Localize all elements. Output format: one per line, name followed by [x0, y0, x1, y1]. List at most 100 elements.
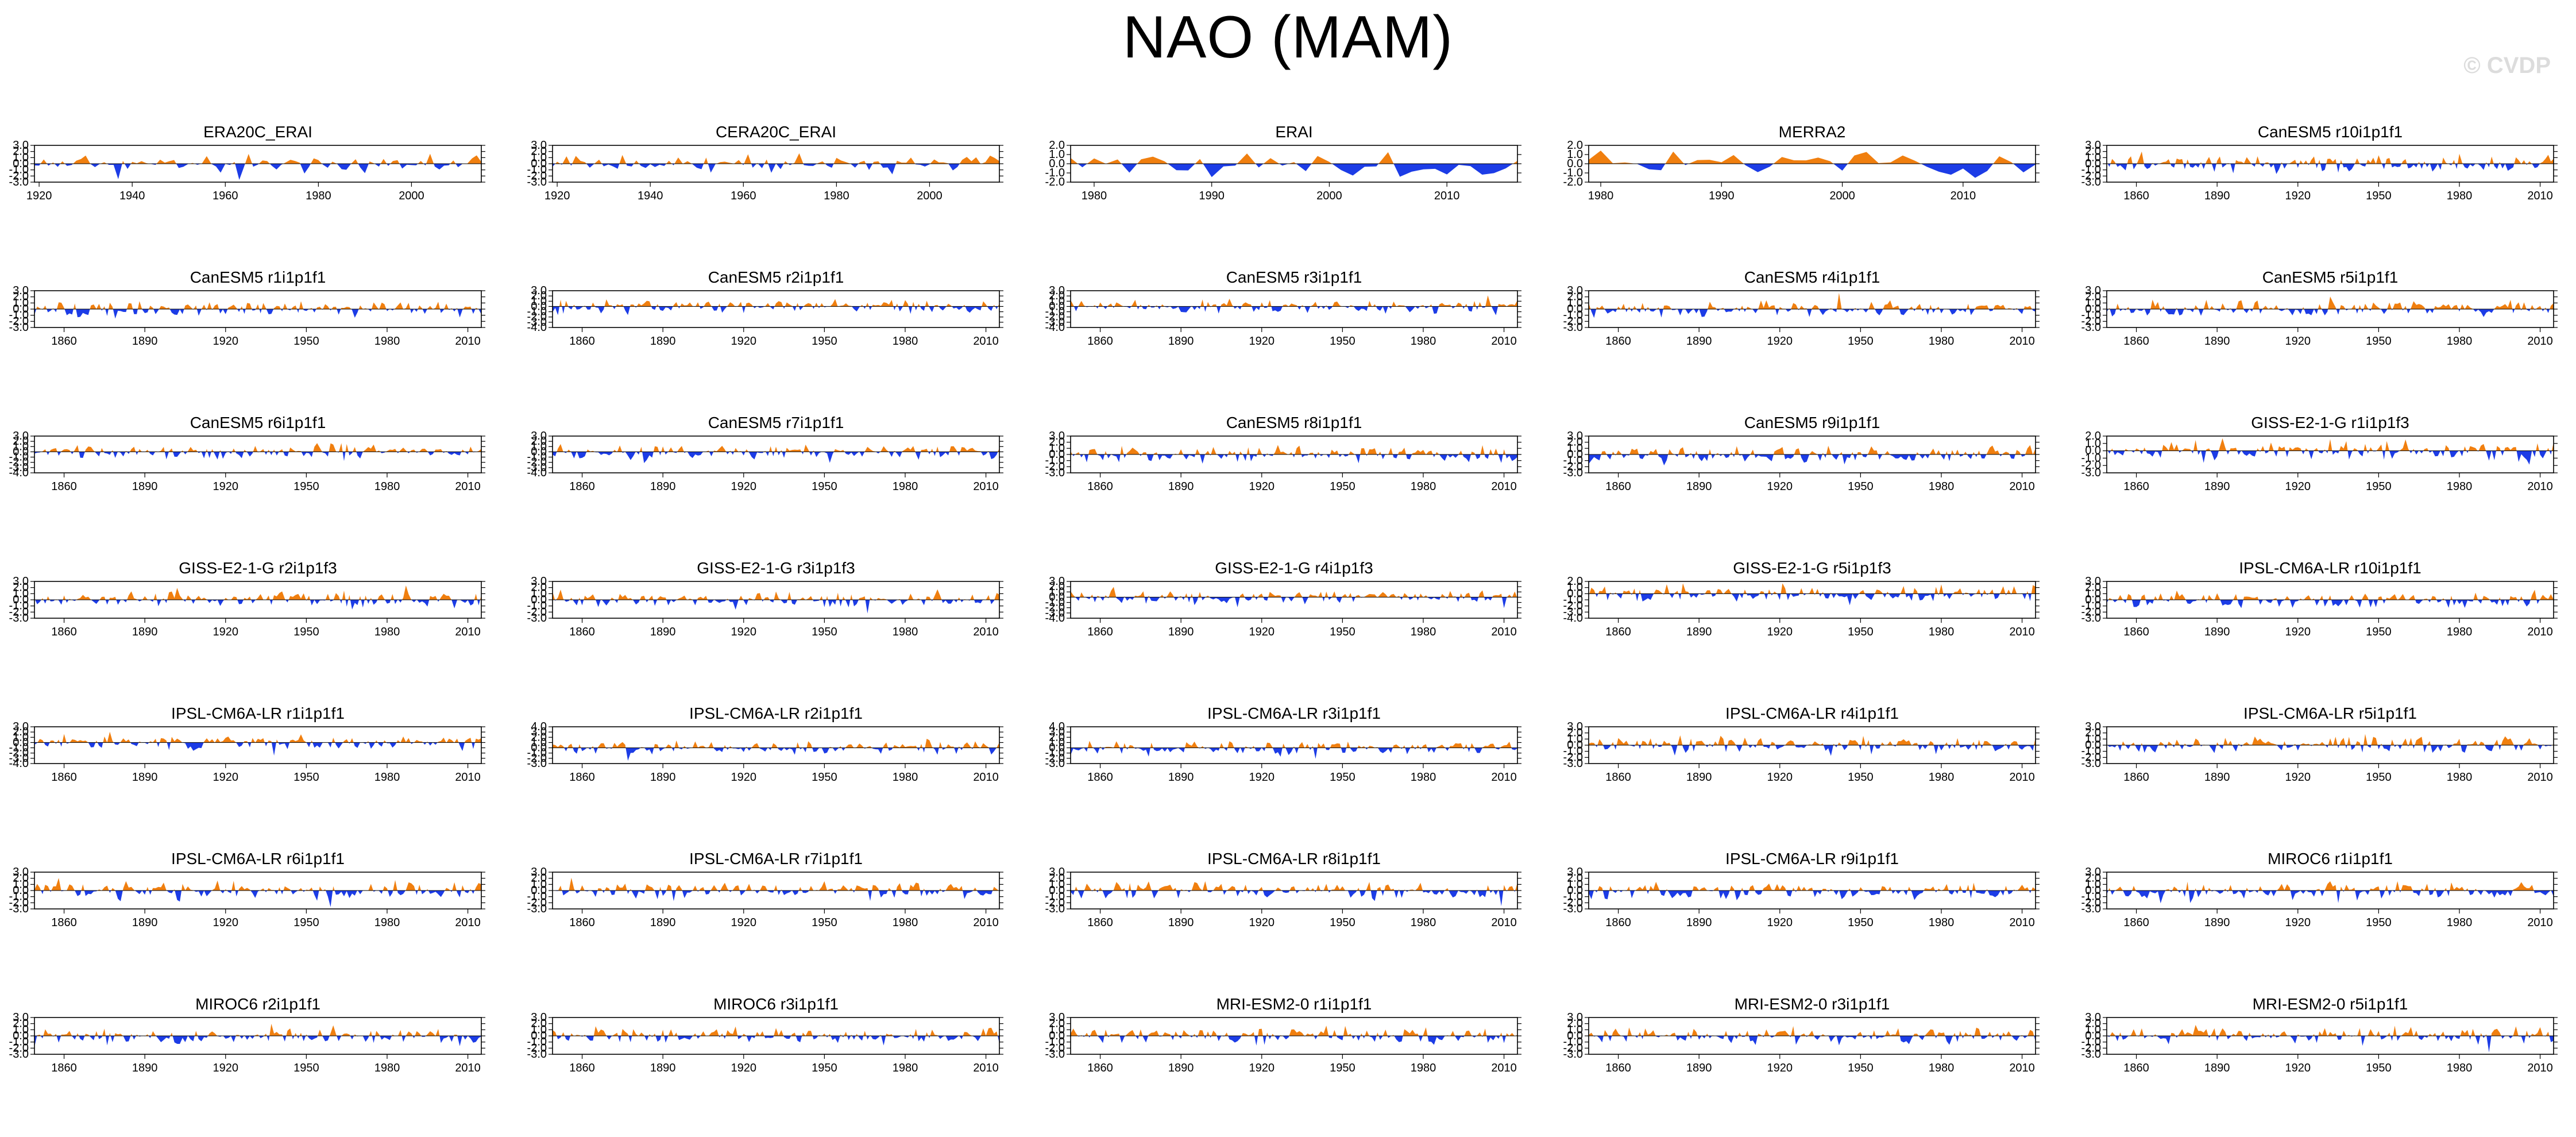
x-tick-label: 1890	[650, 335, 676, 348]
x-tick-label: 1860	[1087, 1062, 1113, 1074]
positive-area	[1071, 295, 1517, 307]
negative-area	[2107, 1036, 2554, 1053]
x-tick-label: 1890	[2204, 190, 2230, 202]
x-tick-label: 1950	[2366, 916, 2392, 929]
y-tick-label: 0.0	[2085, 739, 2101, 751]
x-tick-label: 1980	[824, 190, 849, 202]
y-tick-label: 1.0	[531, 440, 547, 453]
y-tick-label: 1.0	[13, 440, 29, 453]
y-tick-label: 1.0	[13, 151, 29, 164]
y-tick-label: 1.0	[1049, 442, 1065, 454]
y-tick-label: 1.0	[1567, 581, 1583, 594]
y-tick-label: -1.0	[9, 742, 29, 754]
x-tick-label: 2010	[2527, 916, 2553, 929]
panel-title: CanESM5 r7i1p1f1	[708, 414, 844, 431]
y-tick-label: -2.0	[2081, 896, 2101, 909]
panel-title: CanESM5 r2i1p1f1	[708, 268, 844, 286]
positive-area	[1589, 1026, 2034, 1036]
y-tick-label: -3.0	[1045, 757, 1065, 770]
x-tick-label: 1950	[2366, 771, 2392, 784]
y-tick-label: -2.0	[527, 606, 547, 618]
y-tick-label: 3.0	[2085, 720, 2101, 733]
y-tick-label: 2.0	[1049, 139, 1065, 152]
x-tick-label: 1860	[569, 480, 595, 493]
y-tick-label: -1.0	[9, 600, 29, 612]
x-tick-label: 1980	[893, 626, 918, 638]
y-tick-label: -1.0	[1563, 1036, 1583, 1049]
y-tick-label: -3.0	[1045, 467, 1065, 479]
y-tick-label: 3.0	[13, 430, 29, 442]
y-tick-label: -1.0	[527, 306, 547, 318]
panel-title: GISS-E2-1-G r1i1p1f3	[2251, 414, 2409, 431]
y-tick-label: 3.0	[1049, 1011, 1065, 1024]
y-tick-label: 2.0	[13, 1017, 29, 1030]
x-tick-label: 1950	[1848, 480, 1874, 493]
x-tick-label: 1920	[2285, 480, 2311, 493]
y-tick-label: -1.0	[2081, 309, 2101, 322]
nao-panel: GISS-E2-1-G r4i1p1f3 3.02.01.00.0-1.0-2.0…	[1045, 559, 1521, 638]
y-tick-label: 0.0	[1567, 1030, 1583, 1042]
y-tick-label: 4.0	[1049, 720, 1065, 733]
x-tick-label: 1950	[1848, 916, 1874, 929]
positive-area	[37, 731, 481, 743]
y-tick-label: -1.0	[1045, 596, 1065, 609]
x-tick-label: 1920	[2285, 771, 2311, 784]
positive-area	[553, 589, 999, 600]
y-tick-label: -1.0	[1563, 593, 1583, 606]
y-tick-label: -4.0	[9, 757, 29, 770]
y-tick-label: 1.0	[531, 1023, 547, 1036]
y-tick-label: 4.0	[531, 720, 547, 733]
x-tick-label: 1950	[1330, 916, 1355, 929]
x-tick-label: 2010	[1491, 771, 1517, 784]
positive-area	[2108, 881, 2551, 891]
y-tick-label: 2.0	[1049, 580, 1065, 593]
negative-area	[2107, 309, 2550, 317]
nao-panel: ERAI 2.01.00.0-1.0-2.0 1980 1990 2000 2010	[1045, 123, 1521, 202]
y-tick-label: -4.0	[1045, 321, 1065, 334]
y-tick-label: 3.0	[13, 139, 29, 152]
negative-area	[553, 891, 999, 901]
negative-area	[34, 1036, 481, 1047]
y-tick-label: -2.0	[1045, 176, 1065, 188]
y-tick-label: 2.0	[2085, 430, 2101, 442]
x-tick-label: 1950	[2366, 480, 2392, 493]
x-tick-label: 1920	[213, 335, 239, 348]
positive-area	[558, 877, 999, 891]
x-tick-label: 1920	[213, 1062, 239, 1074]
nao-panel: IPSL-CM6A-LR r9i1p1f1 3.02.01.00.0-1.0-2.…	[1563, 850, 2040, 929]
negative-area	[1073, 306, 1499, 315]
y-tick-label: -1.0	[9, 164, 29, 176]
panel-title: IPSL-CM6A-LR r10i1p1f1	[2239, 559, 2421, 577]
x-tick-label: 1950	[293, 626, 319, 638]
y-tick-label: 0.0	[13, 736, 29, 749]
y-tick-label: 1.0	[13, 878, 29, 891]
y-tick-label: 1.0	[2085, 1023, 2101, 1036]
x-tick-label: 1860	[51, 626, 77, 638]
x-tick-label: 2010	[2527, 480, 2553, 493]
nao-panel: MIROC6 r1i1p1f1 3.02.01.00.0-1.0-2.0-3.0 1…	[2081, 850, 2558, 929]
positive-area	[34, 878, 481, 891]
negative-area	[1077, 164, 1513, 178]
nao-panel: CanESM5 r1i1p1f1 3.02.01.00.0-1.0-2.0-3.0…	[9, 268, 485, 348]
y-tick-label: -2.0	[9, 1042, 29, 1054]
x-tick-label: 1920	[213, 771, 239, 784]
y-tick-label: 2.0	[1567, 291, 1583, 303]
x-tick-label: 1980	[893, 480, 918, 493]
y-tick-label: -2.0	[9, 169, 29, 182]
nao-panel: GISS-E2-1-G r3i1p1f3 3.02.01.00.0-1.0-2.0…	[527, 559, 1003, 638]
x-tick-label: 1860	[2123, 335, 2149, 348]
panel-title: MERRA2	[1779, 123, 1846, 141]
panel-title: MIROC6 r1i1p1f1	[2268, 850, 2393, 868]
x-tick-label: 1920	[1249, 335, 1275, 348]
y-tick-label: -1.0	[527, 164, 547, 176]
x-tick-label: 1950	[1330, 480, 1355, 493]
x-tick-label: 1860	[2123, 916, 2149, 929]
x-tick-label: 2010	[973, 626, 999, 638]
negative-area	[1071, 891, 1516, 907]
y-tick-label: -3.0	[527, 176, 547, 188]
x-tick-label: 1950	[1330, 771, 1355, 784]
x-tick-label: 1860	[2123, 190, 2149, 202]
nao-panel: GISS-E2-1-G r1i1p1f3 2.01.00.0-1.0-2.0-3.…	[2081, 414, 2558, 493]
y-tick-label: -2.0	[1563, 176, 1583, 188]
negative-area	[1589, 891, 2032, 901]
